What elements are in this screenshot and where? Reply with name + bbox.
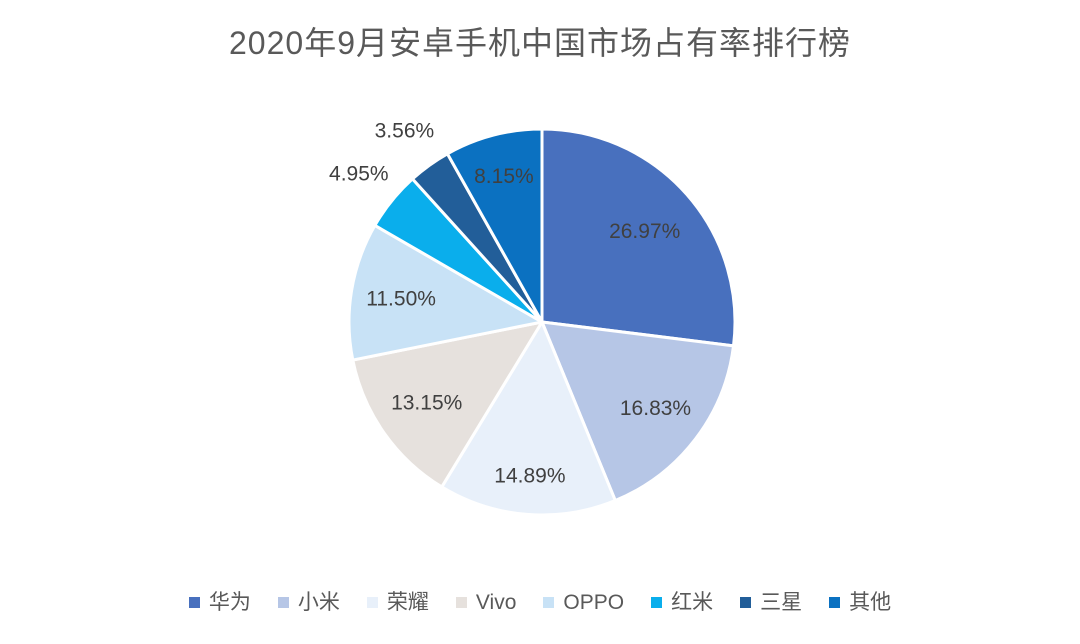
- legend-label: 其他: [849, 591, 892, 614]
- legend-label: OPPO: [563, 591, 625, 614]
- legend-item-三星: 三星: [740, 592, 802, 613]
- legend-label: 华为: [208, 591, 251, 614]
- slice-label-小米: 16.83%: [620, 397, 691, 420]
- legend-swatch-icon: [455, 597, 467, 608]
- pie-slice-小米: [540, 320, 736, 503]
- legend-item-华为: 华为: [188, 591, 251, 614]
- legend-swatch-icon: [277, 597, 289, 608]
- slice-label-华为: 26.97%: [609, 220, 680, 243]
- legend-item-OPPO: OPPO: [543, 592, 624, 613]
- legend-item-小米: 小米: [277, 591, 340, 614]
- pie-slice-荣耀: [440, 320, 617, 517]
- legend-label: 红米: [671, 591, 714, 614]
- legend-label: 三星: [760, 591, 803, 614]
- legend-item-其他: 其他: [829, 592, 891, 613]
- legend-item-荣耀: 荣耀: [366, 591, 429, 614]
- slice-label-荣耀: 14.89%: [494, 464, 565, 487]
- legend-item-Vivo: Vivo: [455, 591, 517, 614]
- slice-label-Vivo: 13.15%: [391, 391, 462, 414]
- legend-label: 荣耀: [386, 591, 429, 614]
- pie-slice-华为: [540, 127, 737, 348]
- legend-swatch-icon: [543, 597, 555, 608]
- legend-label: Vivo: [475, 591, 517, 614]
- chart-legend: 华为 小米 荣耀 Vivo OPPO 红米 三星 其他: [0, 592, 1080, 613]
- slice-label-其他: 8.15%: [474, 165, 534, 188]
- legend-swatch-icon: [829, 597, 841, 608]
- legend-swatch-icon: [651, 597, 663, 608]
- slice-label-红米: 4.95%: [329, 163, 389, 186]
- chart-title: 2020年9月安卓手机中国市场占有率排行榜: [229, 25, 851, 61]
- slice-label-三星: 3.56%: [375, 119, 435, 142]
- legend-swatch-icon: [188, 597, 200, 608]
- legend-label: 小米: [297, 591, 340, 614]
- pie-slice-其他: [445, 127, 544, 324]
- pie-slice-Vivo: [351, 320, 544, 489]
- legend-swatch-icon: [366, 597, 378, 608]
- pie-slice-OPPO: [347, 223, 544, 362]
- legend-swatch-icon: [740, 597, 752, 608]
- slice-label-OPPO: 11.50%: [366, 287, 436, 310]
- legend-item-红米: 红米: [651, 592, 713, 613]
